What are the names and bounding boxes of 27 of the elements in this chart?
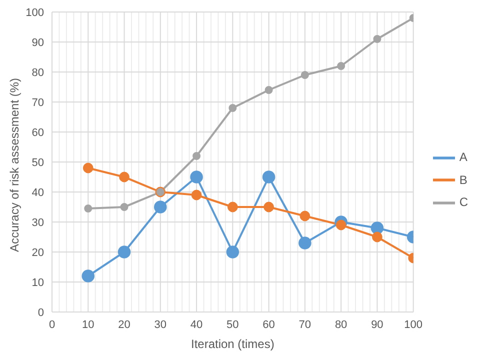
y-tick-label: 30 [32,216,44,229]
legend-label: B [459,172,468,187]
y-axis-title: Accuracy of risk assessment (%) [7,78,22,252]
y-tick-label: 50 [32,156,44,169]
y-tick-label: 100 [26,6,44,19]
legend-label: A [459,150,468,164]
y-tick-label: 10 [32,276,44,289]
x-tick-label: 90 [371,318,384,331]
x-tick-label: 40 [190,318,203,331]
x-tick-label: 60 [262,318,275,331]
y-tick-label: 70 [32,96,44,109]
x-tick-label: 30 [154,318,167,331]
x-tick-label: 100 [404,318,423,331]
x-tick-label: 0 [48,318,56,331]
x-tick-label: 10 [82,318,94,331]
y-tick-label: 0 [38,306,44,319]
x-tick-label: 20 [118,318,130,331]
x-axis-title: Iteration (times) [190,337,274,351]
y-tick-label: 90 [32,36,44,49]
y-tick-label: 20 [32,246,44,259]
x-tick-label: 80 [334,318,348,331]
y-tick-label: 60 [32,126,44,139]
y-tick-label: 40 [32,186,44,199]
x-tick-label: 70 [298,318,312,331]
legend-label: C [459,195,468,210]
x-tick-label: 50 [226,318,239,331]
y-tick-label: 80 [32,66,44,79]
